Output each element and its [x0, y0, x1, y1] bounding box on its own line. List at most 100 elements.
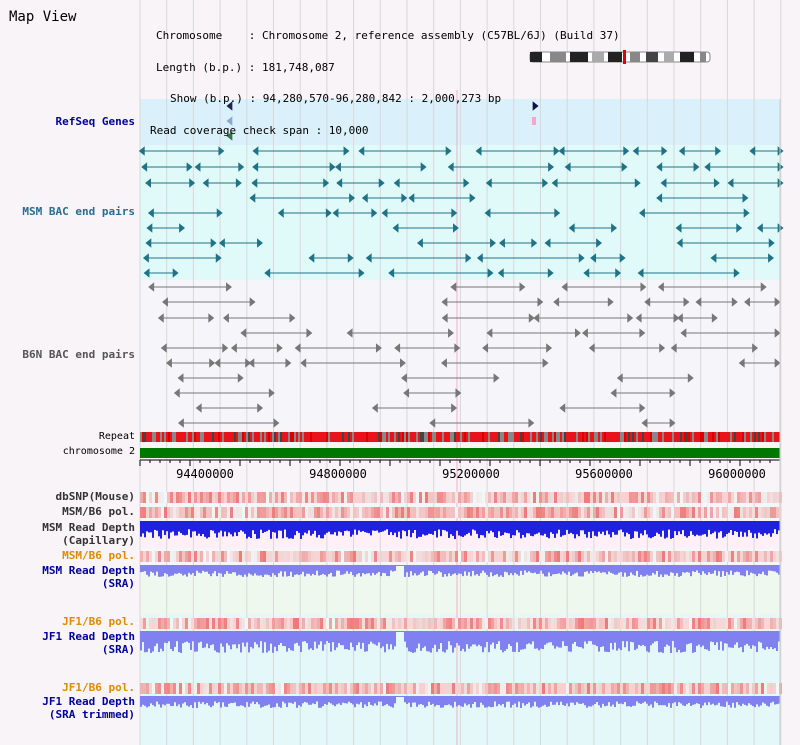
polymorphism-cell: [419, 507, 422, 518]
repeat-segment: [242, 432, 244, 442]
polymorphism-cell: [398, 492, 401, 503]
polymorphism-cell: [473, 492, 476, 503]
read-depth-bar: [234, 565, 236, 573]
polymorphism-cell: [299, 683, 302, 694]
read-depth-bar: [704, 696, 706, 703]
polymorphism-cell: [488, 492, 491, 503]
track-label-msm-read-depth-sra[interactable]: MSM Read Depth: [42, 564, 135, 577]
polymorphism-cell: [551, 618, 554, 629]
track-label-dbsnp[interactable]: dbSNP(Mouse): [55, 490, 135, 503]
read-depth-bar: [392, 631, 394, 650]
read-depth-bar: [754, 565, 756, 575]
repeat-segment: [348, 432, 350, 442]
read-depth-bar: [574, 696, 576, 705]
read-depth-bar: [308, 521, 310, 531]
track-label-msm-b6-pol-1[interactable]: MSM/B6 pol.: [62, 505, 135, 518]
polymorphism-cell: [665, 492, 668, 503]
polymorphism-cell: [776, 492, 779, 503]
polymorphism-cell: [611, 492, 614, 503]
polymorphism-cell: [404, 683, 407, 694]
read-depth-bar: [522, 521, 524, 535]
polymorphism-cell: [473, 551, 476, 562]
feature-arrow: [238, 162, 245, 172]
polymorphism-cell: [281, 492, 284, 503]
read-depth-bar: [240, 521, 242, 531]
read-depth-bar: [484, 521, 486, 538]
read-depth-bar: [664, 565, 666, 575]
feature-arrow: [214, 358, 221, 368]
repeat-segment: [604, 432, 606, 442]
feature-arrow: [493, 373, 500, 383]
polymorphism-cell: [200, 507, 203, 518]
polymorphism-cell: [770, 618, 773, 629]
read-depth-bar: [490, 696, 492, 708]
read-depth-bar: [484, 696, 486, 708]
read-depth-bar: [262, 565, 264, 577]
read-depth-bar: [152, 696, 154, 706]
polymorphism-cell: [359, 683, 362, 694]
track-label-msm-b6-pol-2[interactable]: MSM/B6 pol.: [62, 549, 135, 562]
polymorphism-cell: [719, 551, 722, 562]
track-label-jf1-b6-pol-1[interactable]: JF1/B6 pol.: [62, 615, 135, 628]
read-depth-bar: [416, 631, 418, 649]
polymorphism-cell: [215, 683, 218, 694]
read-depth-bar: [692, 565, 694, 572]
read-depth-bar: [442, 565, 444, 577]
read-depth-bar: [564, 565, 566, 574]
read-depth-bar: [562, 696, 564, 705]
polymorphism-cell: [305, 551, 308, 562]
repeat-segment: [614, 432, 616, 442]
feature-arrow: [469, 193, 476, 203]
feature-arrow: [519, 282, 526, 292]
polymorphism-cell: [524, 618, 527, 629]
feature-arrow: [245, 358, 252, 368]
polymorphism-cell: [518, 492, 521, 503]
polymorphism-cell: [437, 551, 440, 562]
read-depth-bar: [772, 565, 774, 572]
polymorphism-cell: [332, 492, 335, 503]
read-depth-bar: [426, 631, 428, 652]
repeat-segment: [572, 432, 574, 442]
read-depth-bar: [522, 631, 524, 650]
read-depth-bar: [434, 521, 436, 532]
polymorphism-cell: [179, 492, 182, 503]
repeat-segment: [716, 432, 718, 442]
polymorphism-cell: [353, 507, 356, 518]
read-depth-bar: [310, 631, 312, 649]
read-depth-bar: [546, 565, 548, 577]
track-label-msm-bac[interactable]: MSM BAC end pairs: [22, 205, 135, 218]
repeat-segment: [222, 432, 224, 442]
polymorphism-cell: [323, 492, 326, 503]
polymorphism-cell: [194, 507, 197, 518]
read-depth-bar: [468, 521, 470, 533]
track-label-refseq-genes[interactable]: RefSeq Genes: [55, 115, 135, 128]
polymorphism-cell: [485, 618, 488, 629]
polymorphism-cell: [638, 683, 641, 694]
read-depth-bar: [600, 521, 602, 534]
polymorphism-cell: [380, 551, 383, 562]
repeat-segment: [748, 432, 750, 442]
track-label-jf1-read-depth-trimmed[interactable]: JF1 Read Depth: [42, 695, 135, 708]
polymorphism-cell: [368, 683, 371, 694]
read-depth-bar: [544, 521, 546, 534]
polymorphism-cell: [527, 551, 530, 562]
read-depth-bar: [700, 521, 702, 536]
polymorphism-cell: [497, 551, 500, 562]
read-depth-bar: [592, 521, 594, 532]
repeat-segment: [564, 432, 566, 442]
read-depth-bar: [170, 565, 172, 576]
polymorphism-cell: [296, 492, 299, 503]
read-depth-bar: [714, 565, 716, 571]
repeat-segment: [462, 432, 464, 442]
track-label-jf1-b6-pol-2[interactable]: JF1/B6 pol.: [62, 681, 135, 694]
repeat-segment: [164, 432, 166, 442]
track-label-jf1-read-depth-sra[interactable]: JF1 Read Depth: [42, 630, 135, 643]
track-label-msm-read-depth-capillary[interactable]: MSM Read Depth: [42, 521, 135, 534]
track-label-b6n-bac[interactable]: B6N BAC end pairs: [22, 348, 135, 361]
polymorphism-cell: [362, 507, 365, 518]
read-depth-bar: [672, 696, 674, 704]
polymorphism-cell: [185, 618, 188, 629]
read-depth-bar: [236, 521, 238, 537]
read-depth-bar: [488, 565, 490, 577]
